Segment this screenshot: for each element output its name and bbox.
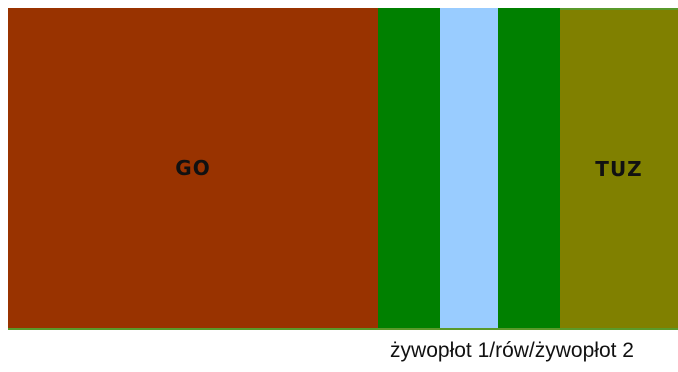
strip-tuz: TUZ: [560, 8, 678, 330]
strip-hedge-1: [378, 8, 440, 330]
strip-tuz-label: TUZ: [595, 157, 643, 181]
strip-go: GO: [8, 8, 378, 330]
strip-ditch: [440, 8, 498, 330]
diagram-caption: żywopłot 1/rów/żywopłot 2: [390, 339, 634, 362]
strip-go-label: GO: [175, 156, 211, 180]
strip-hedge-2: [498, 8, 560, 330]
